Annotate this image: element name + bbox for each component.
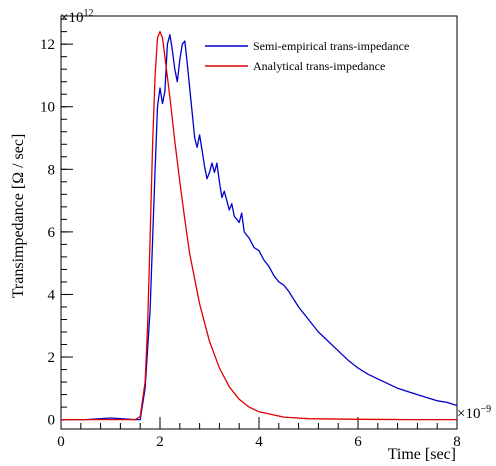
y-tick-label: 10 [40, 100, 55, 116]
y-ticks: 0 2 4 6 8 10 12 [40, 18, 73, 429]
y-multiplier-exponent: 12 [83, 8, 93, 19]
x-axis-label: Time [sec] [388, 446, 456, 463]
legend: Semi-empirical trans-impedance Analytica… [205, 39, 409, 73]
y-tick-label: 8 [48, 162, 56, 178]
series-lines [61, 30, 458, 421]
y-tick-label: 6 [48, 225, 56, 241]
plot-frame [60, 15, 458, 430]
legend-label-analytical: Analytical trans-impedance [253, 59, 385, 73]
y-tick-label: 0 [48, 413, 56, 429]
y-tick-label: 4 [48, 287, 56, 303]
x-tick-label: 4 [255, 434, 263, 450]
y-multiplier: ×1012 [60, 8, 93, 26]
y-tick-label: 2 [48, 350, 56, 366]
x-multiplier-exponent: −9 [480, 404, 491, 415]
legend-label-semi-empirical: Semi-empirical trans-impedance [253, 39, 409, 53]
x-tick-label: 8 [453, 434, 461, 450]
x-tick-label: 0 [57, 434, 65, 450]
series-line-1 [61, 30, 457, 421]
y-axis-label: Transimpedance [Ω / sec] [10, 134, 27, 299]
x-tick-label: 6 [354, 434, 362, 450]
x-tick-label: 2 [156, 434, 164, 450]
series-line-0 [61, 34, 458, 421]
x-multiplier: ×10−9 [457, 404, 491, 422]
x-ticks: 0 2 4 6 8 [57, 417, 461, 450]
y-tick-label: 12 [40, 37, 55, 53]
